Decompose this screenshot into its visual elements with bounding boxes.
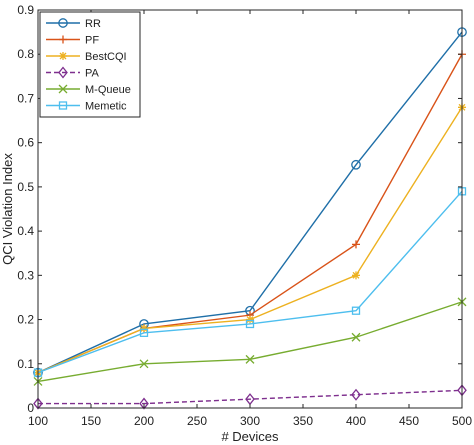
x-tick-label: 500: [452, 414, 472, 428]
legend-entry: M-Queue: [46, 84, 131, 96]
data-point: [140, 324, 148, 333]
x-tick-label: 350: [293, 414, 313, 428]
legend-swatch-marker: [58, 84, 68, 94]
data-point: [139, 397, 149, 410]
series-line: [37, 31, 463, 374]
data-point: [351, 332, 361, 342]
data-point: [351, 306, 361, 315]
legend-swatch-marker: [58, 66, 68, 79]
legend-box: [39, 11, 141, 118]
x-tick-label: 100: [28, 414, 48, 428]
data-point: [351, 159, 361, 170]
legend-label: RR: [85, 18, 101, 30]
legend-entry: Memetic: [46, 101, 127, 113]
legend-entry: PA: [46, 66, 100, 80]
legend-swatch-marker: [58, 101, 68, 110]
y-tick-label: 0.1: [17, 357, 34, 371]
y-tick-label: 0: [27, 401, 34, 415]
series-line: [37, 190, 463, 374]
legend-swatch-marker: [59, 52, 67, 60]
legend-swatch-marker: [59, 35, 67, 44]
x-tick-label: 150: [81, 414, 101, 428]
x-tick-label: 200: [134, 414, 154, 428]
y-tick-label: 0.4: [17, 224, 34, 238]
axes-layer: 100 150 200 250 300 350 400 450 500 0 0.1 0.2 0.3 0.4…: [17, 3, 472, 428]
legend-entry: RR: [46, 18, 101, 30]
data-point: [245, 319, 255, 329]
data-point: [246, 315, 254, 324]
legend-label: Memetic: [85, 101, 127, 113]
data-point: [351, 388, 361, 401]
y-tick-label: 0.7: [17, 91, 34, 105]
y-tick-label: 0.3: [17, 268, 34, 282]
legend-label: BestCQI: [85, 51, 127, 63]
legend: RR PF BestCQI PA M-Queue Memetic: [39, 11, 141, 118]
legend-label: PF: [85, 35, 99, 47]
legend-label: PA: [85, 68, 100, 80]
y-tick-label: 0.5: [17, 180, 34, 194]
series-line: [38, 389, 463, 405]
x-tick-label: 400: [346, 414, 366, 428]
x-tick-label: 450: [399, 414, 419, 428]
x-tick-label: 300: [240, 414, 260, 428]
legend-label: M-Queue: [85, 84, 131, 96]
x-axis-label: # Devices: [221, 429, 279, 444]
legend-entry: PF: [46, 35, 99, 47]
y-tick-label: 0.2: [17, 313, 34, 327]
data-point: [139, 328, 149, 337]
y-tick-label: 0.8: [17, 47, 34, 61]
data-point: [33, 397, 43, 410]
legend-swatch-marker: [58, 18, 68, 28]
y-axis-label: QCI Violation Index: [0, 153, 15, 265]
data-point: [352, 271, 360, 280]
data-point: [352, 240, 360, 249]
x-tick-label: 250: [187, 414, 207, 428]
y-tick-label: 0.9: [17, 3, 34, 17]
data-point: [139, 359, 149, 369]
legend-entry: BestCQI: [46, 51, 127, 63]
data-point: [245, 354, 255, 364]
y-tick-label: 0.6: [17, 136, 34, 150]
